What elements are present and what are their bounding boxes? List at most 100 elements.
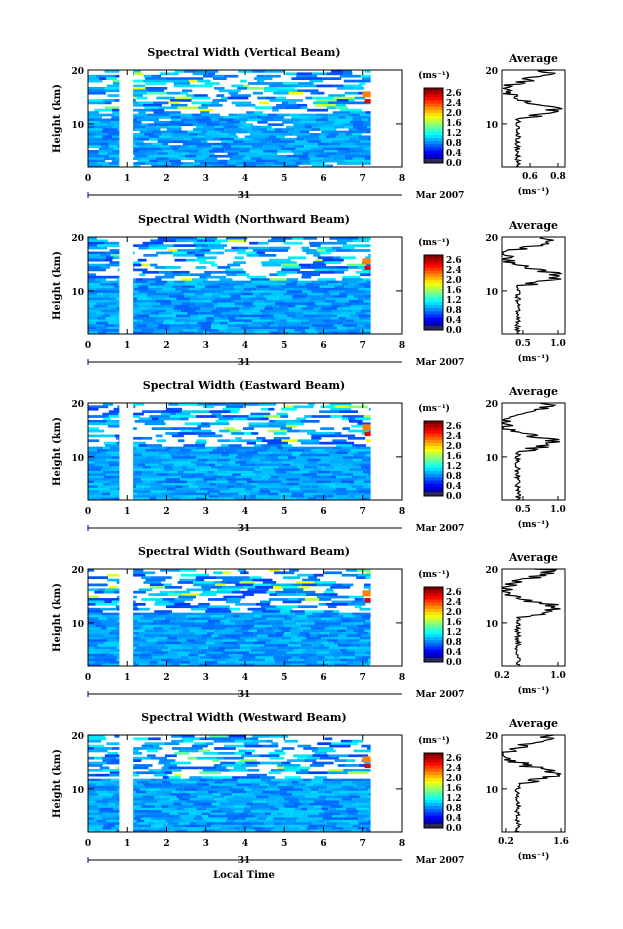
heatmap-cell [252,487,260,491]
heatmap-cell [306,295,321,298]
heatmap-cell [348,646,357,650]
heatmap-cell [296,622,306,626]
heatmap-cell [161,130,173,134]
heatmap-cell [327,619,336,623]
heatmap-cell [271,819,286,823]
heatmap-cell [156,615,173,618]
heatmap-cell [259,781,267,784]
heatmap-cell [207,781,215,784]
heatmap-cell [178,605,200,609]
x-tick-label: 8 [399,341,405,351]
heatmap-cell [268,802,283,806]
heatmap-cell [317,446,333,450]
heatmap-cell [136,661,150,664]
heatmap-cell [168,776,181,779]
heatmap-cell [281,268,301,272]
heatmap-cell [283,300,300,303]
heatmap-cell [225,495,234,498]
heatmap-cell [244,622,259,626]
heatmap-cell [268,495,282,498]
heatmap-cell [166,91,181,95]
heatmap-cell [303,324,312,328]
heatmap-cell [217,661,226,664]
heatmap-cell [117,268,120,272]
heatmap-cell [88,768,104,772]
heatmap-cell [338,449,351,452]
heatmap-cell [159,490,166,494]
heatmap-cell [133,602,146,606]
heatmap-cell [135,634,144,638]
heatmap-cell [332,295,348,298]
heatmap-cell [271,292,285,296]
heatmap-cell [196,490,208,494]
heatmap-cell [254,798,265,801]
heatmap-cell [221,312,238,315]
heatmap-cell [133,636,141,640]
heatmap-cell [331,612,339,616]
heatmap-cell [320,128,331,131]
heatmap-cell [222,829,238,833]
heatmap-cell [267,478,280,481]
heatmap-cell [133,451,135,455]
heatmap-cell [193,162,200,165]
heatmap-cell [250,278,270,281]
heatmap-cell [113,781,120,784]
heatmap-cell [327,771,348,775]
heatmap-cell [343,84,363,88]
heatmap-cell [103,636,116,640]
heatmap-cell [294,470,309,474]
heatmap-cell [141,283,150,286]
heatmap-cell [349,795,360,799]
heatmap-cell [149,302,161,306]
heatmap-cell [206,819,217,823]
heatmap-cell [100,309,117,313]
heatmap-cell [141,475,157,479]
colorbar-tick-label: 0.0 [446,492,462,502]
heatmap-cell [335,492,349,496]
heatmap-cell [265,632,276,635]
heatmap-cell [117,487,120,491]
heatmap-cell [191,137,206,141]
heatmap-cell [154,798,163,801]
heatmap-cells [88,237,371,335]
heatmap-cell [88,737,107,741]
heatmap-cell [324,629,337,633]
heatmap-cell [145,802,159,806]
heatmap-cell [338,280,350,284]
heatmap-cell [354,598,364,601]
heatmap-cell [238,781,250,784]
heatmap-cell [213,74,224,78]
heatmap-cell [211,324,228,328]
heatmap-cell [199,261,215,264]
heatmap-cell [142,795,155,799]
heatmap-cell [206,403,224,406]
heatmap-cell [166,829,175,833]
heatmap-cell [180,497,196,501]
heatmap-cell [88,569,95,572]
heatmap-cell [238,470,253,474]
x-tick-label: 5 [281,507,287,517]
heatmap-cell [88,612,102,616]
heatmap-cell [363,449,371,452]
heatmap-cell [273,314,287,318]
heatmap-cell [88,329,103,332]
heatmap-cell [288,91,304,95]
heatmap-cell [369,497,371,501]
heatmap-cell [146,749,158,753]
heatmap-cell [107,304,120,308]
heatmap-cell [156,251,173,255]
heatmap-cell [326,639,338,643]
heatmap-cell [345,629,354,633]
heatmap-cell [133,656,139,660]
heatmap-cell [95,492,103,496]
heatmap-cell [189,812,202,816]
heatmap-cell [286,422,304,426]
heatmap-cell [137,125,147,129]
heatmap-cell [136,314,150,318]
heatmap-cell [276,644,288,647]
heatmap-cell [262,610,280,613]
date-day-label: 31 [238,690,251,700]
heatmap-cell [219,785,232,789]
heatmap-cell [356,128,371,131]
heatmap-cell [278,309,290,313]
